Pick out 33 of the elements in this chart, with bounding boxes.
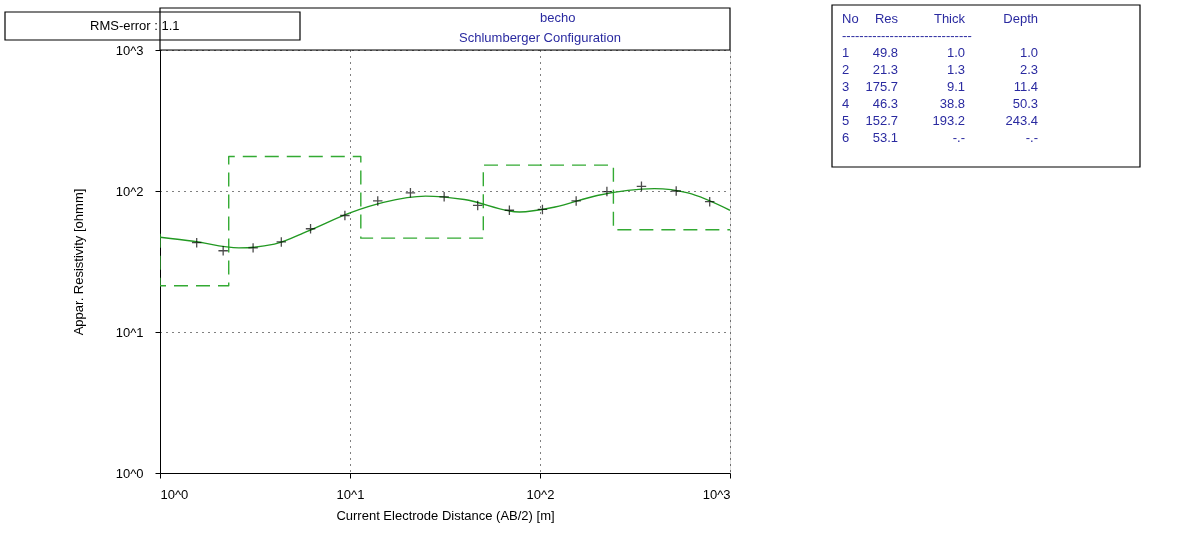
x-tick-label: 10^1 [336,486,365,502]
x-tick-label: 10^0 [160,486,189,502]
chart-subtitle: Schlumberger Configuration [459,30,621,45]
point [472,200,484,211]
x-tick-label: 10^2 [526,486,555,502]
x-tick-label: 10^3 [702,486,731,502]
text: 5 152.7 193.2 243.4 [842,113,1038,128]
point [601,186,613,198]
text: ------------------------------ [842,28,972,43]
point [636,180,647,192]
text: 3 175.7 9.1 11.4 [842,79,1038,94]
y-tick-label: 10^2 [115,183,144,199]
chart-title: becho [540,10,576,25]
text: 1 49.8 1.0 1.0 [842,45,1038,60]
y-axis-title: Appar. Resistivity [ohmm] [70,188,86,336]
point [405,187,416,199]
text: 2 21.3 1.3 2.3 [842,62,1038,77]
point [570,195,582,207]
point [275,236,287,248]
point [670,185,682,197]
point [372,195,384,207]
y-tick-label: 10^3 [115,42,144,58]
point [537,204,548,215]
y-tick-label: 10^0 [115,465,144,481]
point [339,210,351,221]
text: 4 46.3 38.8 50.3 [842,96,1038,111]
point [438,191,450,203]
point [503,204,515,216]
text: No Res Thick Depth [842,11,1038,26]
text: RMS-error : 1.1 [90,18,180,33]
y-tick-label: 10^1 [115,324,144,340]
text: 6 53.1 -.- -.- [842,130,1038,145]
x-axis-title: Current Electrode Distance (AB/2) [m] [336,507,555,523]
